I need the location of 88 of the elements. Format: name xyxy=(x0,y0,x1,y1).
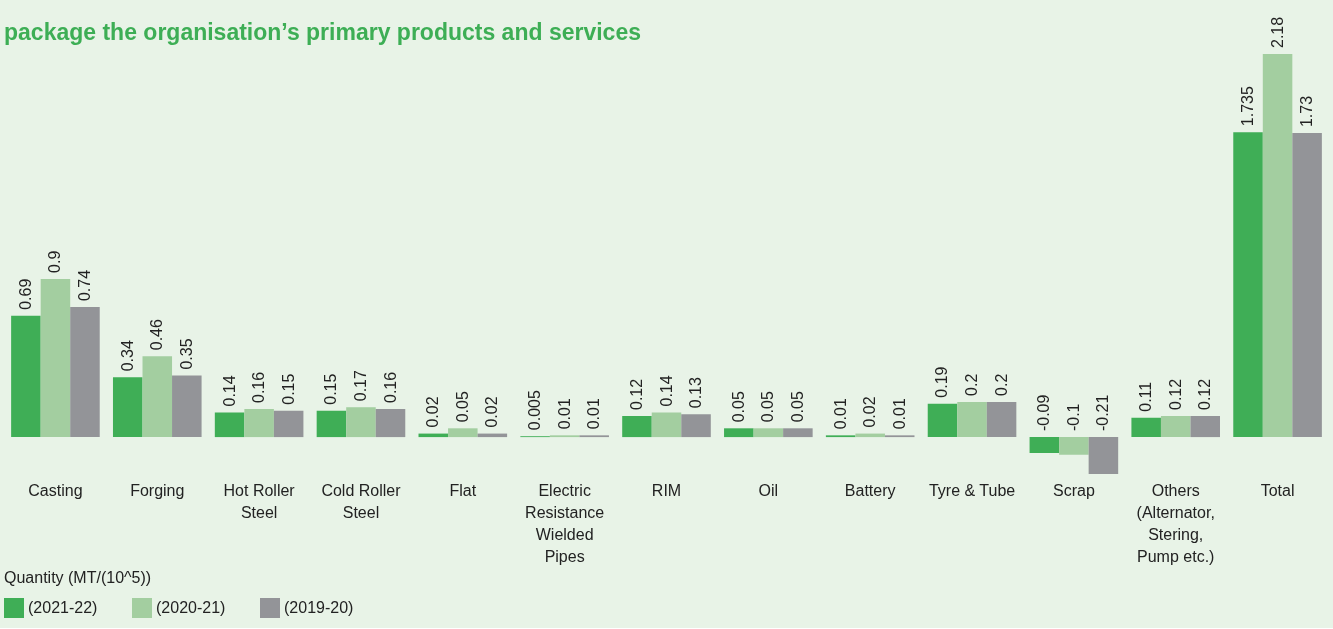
bar xyxy=(1190,416,1221,438)
bar xyxy=(112,377,143,438)
data-label: 0.15 xyxy=(279,373,297,405)
bar xyxy=(70,307,100,438)
x-tick-label: Tyre & Tube xyxy=(928,481,1016,499)
data-label: -0.21 xyxy=(1094,394,1112,432)
data-label: 0.05 xyxy=(453,391,471,423)
x-tick-label: Cold Roller Steel xyxy=(321,481,402,521)
data-label: 0.12 xyxy=(1196,378,1214,411)
bar xyxy=(40,278,71,438)
bar xyxy=(214,412,245,438)
data-label: 0.13 xyxy=(687,377,705,409)
bar xyxy=(651,412,682,438)
data-label: 0.2 xyxy=(992,373,1010,396)
bar xyxy=(681,414,711,438)
data-label: 0.12 xyxy=(1166,378,1184,411)
x-tick-label: Battery xyxy=(844,481,896,499)
bar xyxy=(1262,54,1293,438)
data-label: 0.2 xyxy=(963,373,981,396)
data-label: 0.16 xyxy=(250,371,268,403)
data-label: 0.69 xyxy=(16,278,34,310)
data-label: 0.05 xyxy=(788,391,806,423)
legend-label: (2021-22) xyxy=(28,599,98,616)
bar xyxy=(142,356,173,438)
bar xyxy=(1131,417,1161,438)
data-label: 0.11 xyxy=(1137,381,1155,412)
bar xyxy=(783,428,813,438)
data-label: 0.01 xyxy=(585,398,603,430)
data-label: 0.17 xyxy=(351,369,369,402)
bar xyxy=(1233,132,1263,438)
data-label: 0.34 xyxy=(118,340,136,372)
bar xyxy=(753,428,784,438)
data-label: 0.46 xyxy=(148,319,166,351)
bar xyxy=(346,407,376,438)
data-label: 0.01 xyxy=(555,398,573,430)
data-label: 2.18 xyxy=(1268,16,1286,48)
data-label: 1.73 xyxy=(1298,95,1316,128)
data-label: 0.12 xyxy=(627,378,645,411)
bar xyxy=(375,408,406,438)
data-label: 0.35 xyxy=(177,338,195,370)
x-tick-label: Forging xyxy=(130,481,185,499)
bar xyxy=(622,416,652,438)
data-label: 0.9 xyxy=(46,250,64,273)
data-label: 0.14 xyxy=(657,375,675,407)
data-label: 0.19 xyxy=(933,366,951,398)
chart-title: package the organisation’s primary products and services xyxy=(4,18,641,45)
bar xyxy=(957,401,987,438)
bar xyxy=(1292,133,1322,438)
bar xyxy=(273,410,304,438)
legend-title: Quantity (MT/(10^5)) xyxy=(4,569,152,586)
data-label: 0.05 xyxy=(729,391,747,423)
data-label: 0.02 xyxy=(424,396,442,428)
data-label: 0.005 xyxy=(526,390,544,431)
data-label: 0.16 xyxy=(381,371,399,403)
x-tick-label: Total xyxy=(1260,481,1295,499)
bar xyxy=(1088,437,1119,474)
bar xyxy=(1059,437,1089,455)
x-tick-label: RIM xyxy=(651,481,682,499)
legend-label: (2019-20) xyxy=(284,599,354,616)
data-label: 0.74 xyxy=(75,269,93,302)
bar xyxy=(927,403,958,438)
data-label: 1.735 xyxy=(1239,86,1257,127)
data-label: 0.01 xyxy=(831,398,849,430)
bar xyxy=(1029,437,1060,453)
bar xyxy=(986,401,1017,438)
x-tick-label: Others (Alternator, Stering, Pump etc.) xyxy=(1136,481,1215,565)
x-tick-label: Flat xyxy=(449,481,477,499)
x-tick-label: Hot Roller Steel xyxy=(223,481,296,521)
data-label: 0.14 xyxy=(220,375,238,407)
data-label: 0.15 xyxy=(322,373,340,405)
bar xyxy=(724,428,754,438)
data-label: 0.05 xyxy=(759,391,777,423)
legend-label: (2020-21) xyxy=(156,599,226,616)
bar xyxy=(448,428,478,438)
x-tick-label: Casting xyxy=(28,481,83,499)
x-tick-label: Electric Resistance Wielded Pipes xyxy=(525,481,605,565)
x-tick-label: Oil xyxy=(758,481,779,499)
data-label: 0.02 xyxy=(861,396,879,428)
data-label: 0.02 xyxy=(483,396,501,428)
data-label: -0.09 xyxy=(1035,394,1053,432)
data-label: -0.1 xyxy=(1064,403,1082,432)
bar xyxy=(1160,416,1191,438)
data-label: 0.01 xyxy=(890,398,908,430)
bar xyxy=(244,408,274,438)
bar xyxy=(172,375,202,438)
bar xyxy=(11,315,41,438)
bar xyxy=(316,410,347,438)
x-tick-label: Scrap xyxy=(1052,481,1095,499)
